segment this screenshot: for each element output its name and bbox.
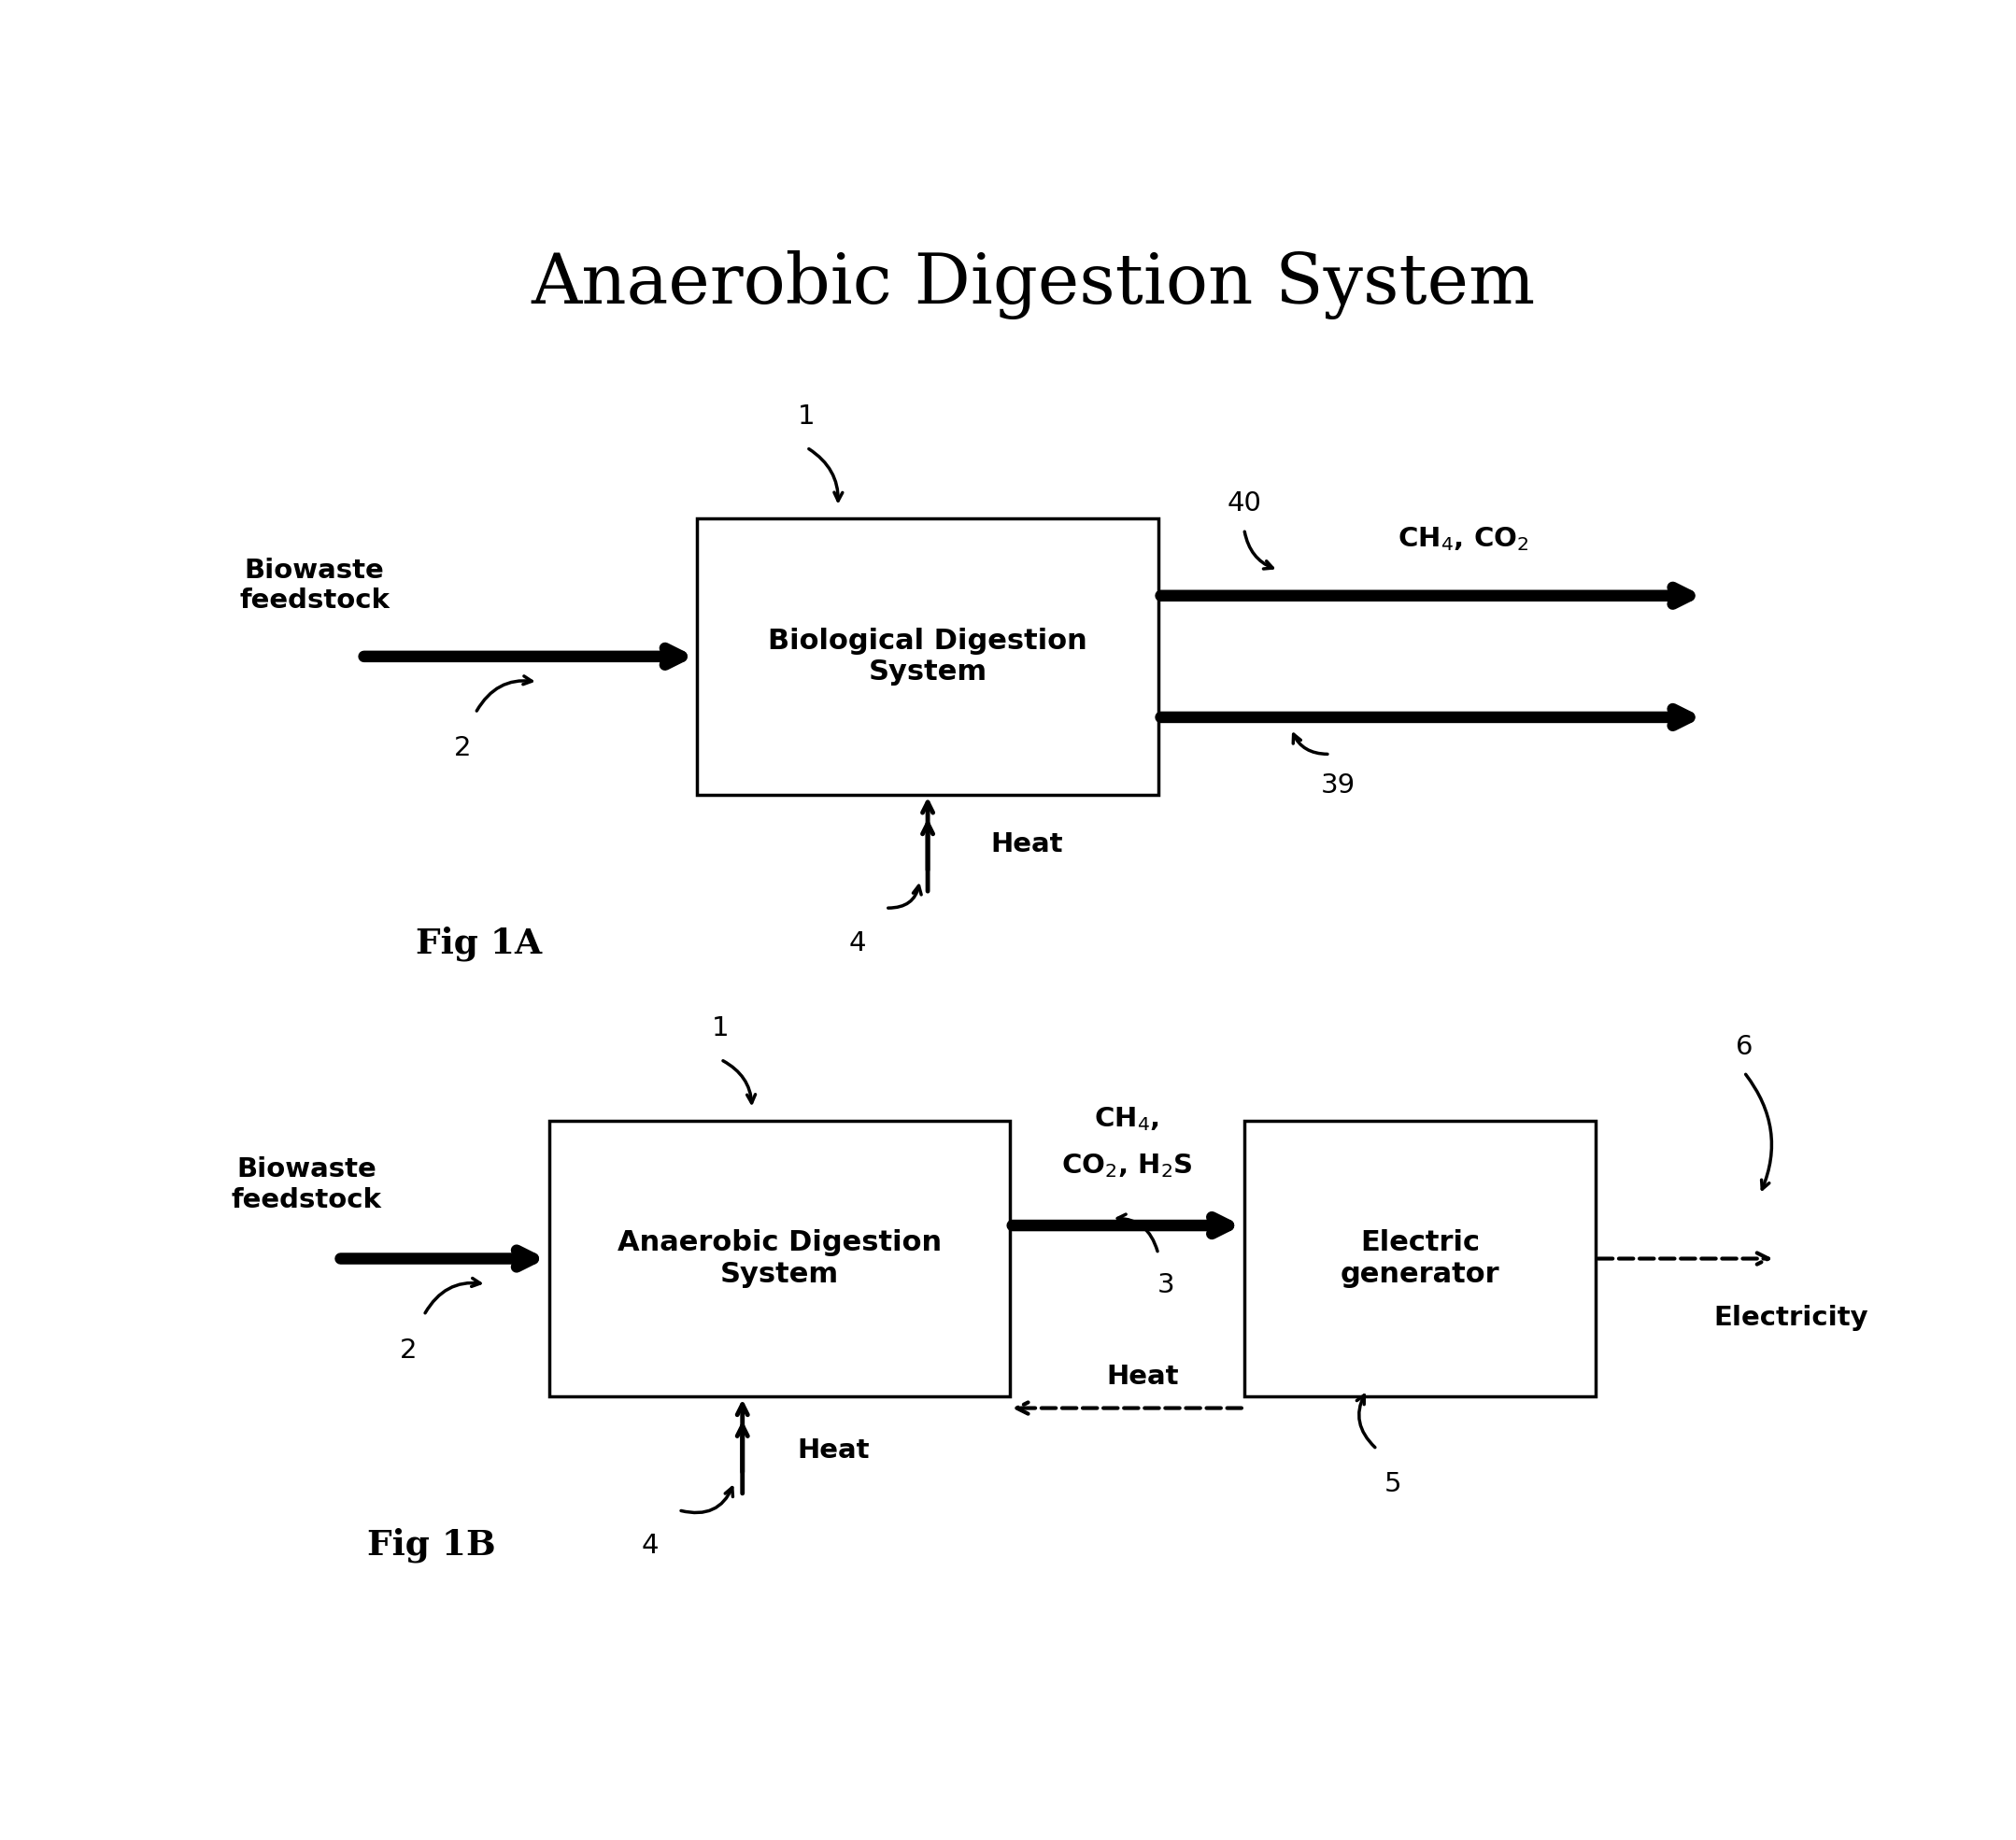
Text: 5: 5: [1383, 1472, 1401, 1498]
Text: 4: 4: [641, 1533, 659, 1558]
Text: Electricity: Electricity: [1714, 1305, 1869, 1330]
Text: Anaerobic Digestion
System: Anaerobic Digestion System: [617, 1229, 941, 1288]
Text: Heat: Heat: [1107, 1363, 1179, 1389]
Text: 2: 2: [454, 736, 472, 762]
FancyBboxPatch shape: [1244, 1121, 1597, 1397]
Text: 40: 40: [1228, 491, 1262, 517]
Text: 3: 3: [1157, 1271, 1175, 1297]
Text: Biowaste
feedstock: Biowaste feedstock: [240, 558, 389, 615]
FancyBboxPatch shape: [548, 1121, 1010, 1397]
Text: Electric
generator: Electric generator: [1341, 1229, 1500, 1288]
Text: Fig 1A: Fig 1A: [415, 926, 542, 960]
Text: 39: 39: [1320, 773, 1355, 799]
FancyBboxPatch shape: [698, 519, 1157, 795]
Text: Biowaste
feedstock: Biowaste feedstock: [232, 1157, 381, 1213]
Text: 6: 6: [1736, 1034, 1752, 1060]
Text: Heat: Heat: [796, 1437, 869, 1463]
Text: 1: 1: [712, 1016, 730, 1041]
Text: Biological Digestion
System: Biological Digestion System: [768, 627, 1087, 686]
Text: 1: 1: [798, 403, 814, 429]
Text: 2: 2: [399, 1338, 417, 1363]
Text: Anaerobic Digestion System: Anaerobic Digestion System: [530, 250, 1536, 318]
Text: CH$_4$, CO$_2$: CH$_4$, CO$_2$: [1397, 524, 1528, 554]
Text: Heat: Heat: [990, 832, 1062, 857]
Text: Fig 1B: Fig 1B: [367, 1527, 496, 1562]
Text: CH$_4$,: CH$_4$,: [1095, 1106, 1159, 1133]
Text: CO$_2$, H$_2$S: CO$_2$, H$_2$S: [1060, 1152, 1193, 1179]
Text: 4: 4: [849, 931, 867, 957]
